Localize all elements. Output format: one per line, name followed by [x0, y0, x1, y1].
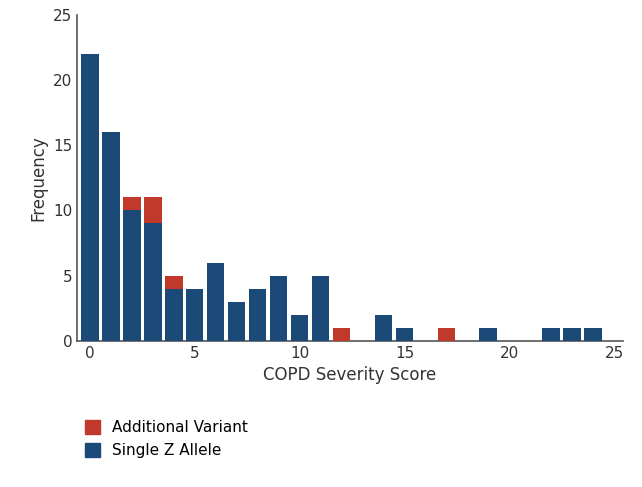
Bar	[270, 276, 288, 341]
Bar	[81, 54, 99, 341]
Bar	[480, 328, 498, 341]
Bar	[564, 328, 581, 341]
Bar	[311, 276, 329, 341]
Legend: Additional Variant, Single Z Allele: Additional Variant, Single Z Allele	[85, 420, 248, 458]
Bar	[123, 210, 141, 341]
Bar	[207, 262, 225, 341]
X-axis label: COPD Severity Score: COPD Severity Score	[263, 366, 437, 384]
Bar	[228, 302, 245, 341]
Bar	[164, 289, 182, 341]
Y-axis label: Frequency: Frequency	[30, 135, 48, 221]
Bar	[333, 328, 351, 341]
Bar	[123, 197, 141, 210]
Bar	[542, 328, 560, 341]
Bar	[437, 328, 455, 341]
Bar	[291, 315, 308, 341]
Bar	[186, 289, 204, 341]
Bar	[144, 197, 162, 224]
Bar	[374, 315, 392, 341]
Bar	[248, 289, 266, 341]
Bar	[164, 276, 182, 289]
Bar	[584, 328, 602, 341]
Bar	[144, 224, 162, 341]
Bar	[395, 328, 413, 341]
Bar	[101, 132, 119, 341]
